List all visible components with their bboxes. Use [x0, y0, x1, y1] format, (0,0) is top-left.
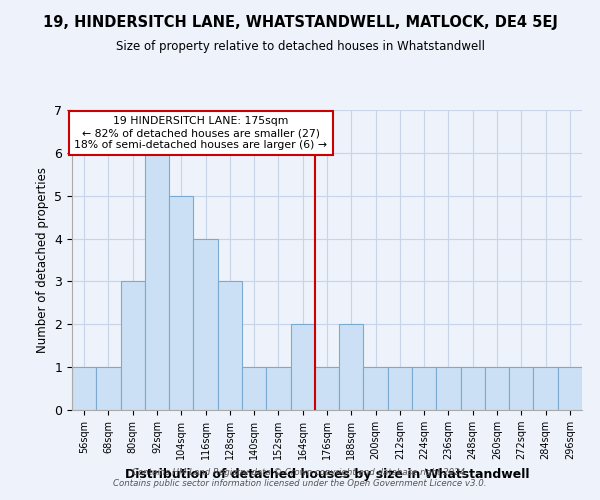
- Bar: [121, 282, 145, 410]
- Bar: [339, 324, 364, 410]
- Bar: [218, 282, 242, 410]
- Text: Size of property relative to detached houses in Whatstandwell: Size of property relative to detached ho…: [115, 40, 485, 53]
- Text: 19, HINDERSITCH LANE, WHATSTANDWELL, MATLOCK, DE4 5EJ: 19, HINDERSITCH LANE, WHATSTANDWELL, MAT…: [43, 15, 557, 30]
- Text: Contains HM Land Registry data © Crown copyright and database right 2024.
Contai: Contains HM Land Registry data © Crown c…: [113, 468, 487, 487]
- Bar: [364, 367, 388, 410]
- Bar: [533, 367, 558, 410]
- Bar: [315, 367, 339, 410]
- Bar: [388, 367, 412, 410]
- Bar: [485, 367, 509, 410]
- Bar: [242, 367, 266, 410]
- Bar: [509, 367, 533, 410]
- Bar: [145, 153, 169, 410]
- X-axis label: Distribution of detached houses by size in Whatstandwell: Distribution of detached houses by size …: [125, 468, 529, 480]
- Bar: [412, 367, 436, 410]
- Y-axis label: Number of detached properties: Number of detached properties: [36, 167, 49, 353]
- Bar: [558, 367, 582, 410]
- Bar: [290, 324, 315, 410]
- Bar: [96, 367, 121, 410]
- Bar: [461, 367, 485, 410]
- Bar: [436, 367, 461, 410]
- Bar: [193, 238, 218, 410]
- Text: 19 HINDERSITCH LANE: 175sqm
← 82% of detached houses are smaller (27)
18% of sem: 19 HINDERSITCH LANE: 175sqm ← 82% of det…: [74, 116, 327, 150]
- Bar: [72, 367, 96, 410]
- Bar: [169, 196, 193, 410]
- Bar: [266, 367, 290, 410]
